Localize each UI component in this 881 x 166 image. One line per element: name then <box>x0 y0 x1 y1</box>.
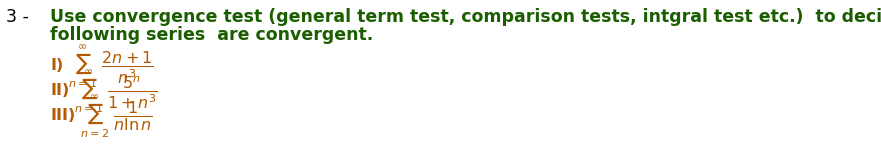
Text: Use convergence test (general term test, comparison tests, intgral test etc.)  t: Use convergence test (general term test,… <box>50 8 881 26</box>
Text: $\mathbf{II)}\ \sum_{n=1}^{\infty}\ \dfrac{5^n}{1+n^3}$: $\mathbf{II)}\ \sum_{n=1}^{\infty}\ \dfr… <box>50 69 158 115</box>
Text: $\mathbf{I)}\ \sum_{n=1}^{\infty}\ \dfrac{2n+1}{n^3}$: $\mathbf{I)}\ \sum_{n=1}^{\infty}\ \dfra… <box>50 44 154 90</box>
Text: following series  are convergent.: following series are convergent. <box>50 26 374 44</box>
Text: $\mathbf{III)}\ \sum_{n=2}^{\infty}\ \dfrac{1}{n\ln n}$: $\mathbf{III)}\ \sum_{n=2}^{\infty}\ \df… <box>50 94 153 140</box>
Text: 3 -: 3 - <box>6 8 29 26</box>
